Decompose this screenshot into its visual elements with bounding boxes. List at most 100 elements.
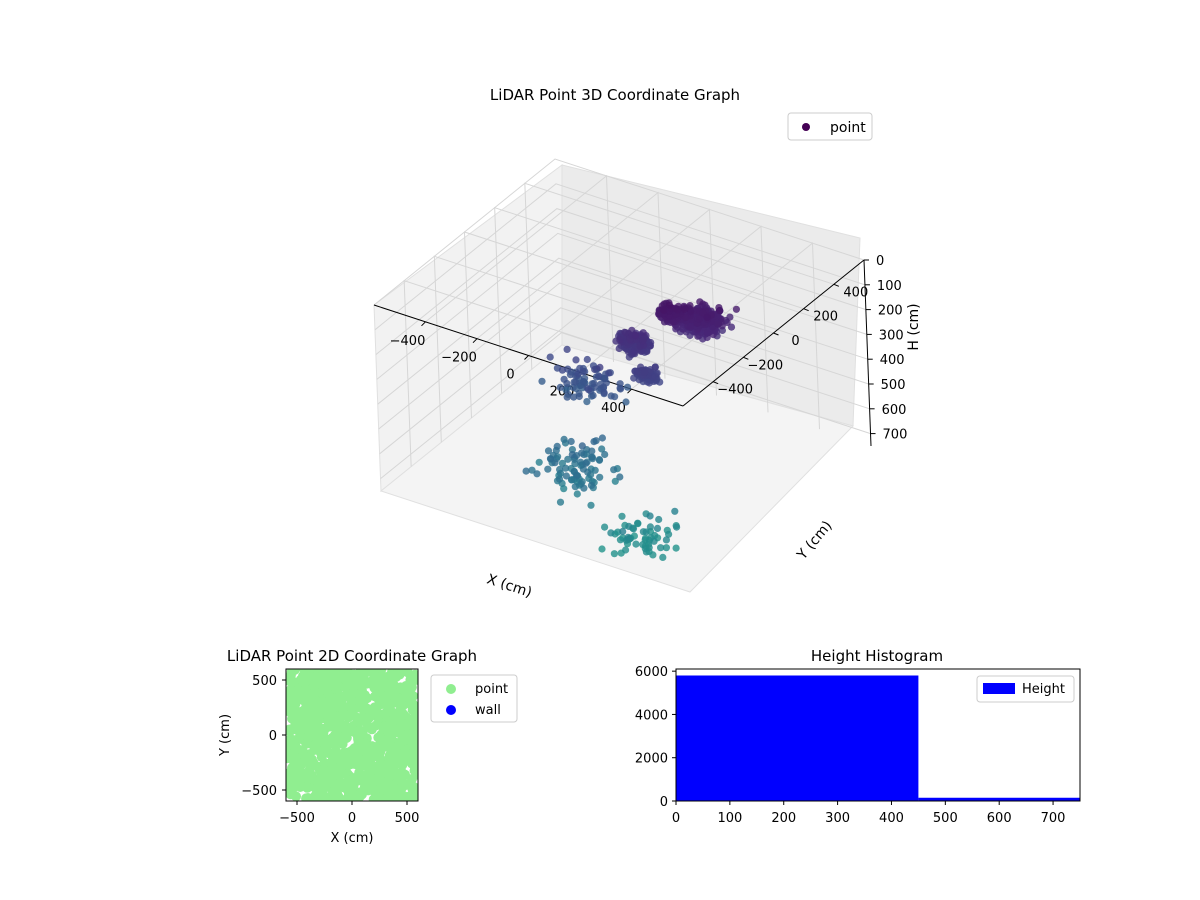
grid-line-z bbox=[376, 232, 867, 380]
y-tick-label-histogram: 4000 bbox=[635, 708, 668, 723]
point-marker-2d bbox=[398, 790, 408, 801]
point-marker-2d bbox=[316, 697, 327, 708]
histogram-bars bbox=[676, 675, 1080, 801]
point-marker-2d bbox=[286, 675, 293, 686]
point-marker-2d bbox=[363, 776, 374, 787]
point-marker-3d bbox=[563, 345, 571, 353]
x-tick-label-3d: 400 bbox=[601, 401, 626, 416]
point-marker-3d bbox=[575, 392, 583, 401]
point-marker-3d bbox=[598, 434, 607, 442]
x-tick-label-histogram: 700 bbox=[1041, 811, 1066, 826]
point-marker-2d bbox=[332, 716, 343, 727]
grid-line-z bbox=[377, 257, 868, 405]
grid-line-z bbox=[373, 158, 865, 306]
x-tick-3d bbox=[524, 355, 529, 360]
point-marker-2d bbox=[406, 774, 417, 784]
point-marker-2d bbox=[301, 686, 311, 697]
point-marker-2d bbox=[290, 699, 301, 710]
point-marker-2d bbox=[297, 746, 308, 757]
point-marker-2d bbox=[410, 763, 418, 774]
point-marker-3d bbox=[533, 470, 541, 478]
point-marker-2d bbox=[360, 738, 371, 749]
point-marker-2d bbox=[306, 770, 317, 781]
point-marker-3d bbox=[686, 323, 694, 331]
point-marker-3d bbox=[572, 378, 580, 386]
point-marker-3d bbox=[653, 524, 662, 533]
point-marker-3d bbox=[583, 355, 591, 364]
legend-histogram-frame bbox=[976, 675, 1075, 703]
point-marker-3d bbox=[622, 546, 630, 554]
point-marker-3d bbox=[611, 477, 619, 485]
point-marker-2d bbox=[310, 715, 321, 726]
point-marker-2d bbox=[349, 774, 360, 785]
grid-line-z bbox=[378, 282, 869, 430]
point-marker-3d bbox=[601, 450, 609, 459]
x-tick-label-2d: −500 bbox=[279, 811, 315, 826]
point-marker-2d bbox=[401, 720, 412, 731]
point-marker-3d bbox=[601, 523, 609, 531]
point-marker-2d bbox=[389, 712, 400, 722]
point-marker-3d bbox=[623, 383, 632, 391]
x-tick-label-2d: 500 bbox=[395, 811, 420, 826]
point-marker-3d bbox=[616, 473, 624, 481]
point-marker-3d bbox=[619, 527, 627, 536]
point-marker-2d bbox=[329, 730, 340, 741]
point-marker-3d bbox=[634, 519, 642, 527]
point-marker-2d bbox=[384, 733, 395, 744]
point-marker-3d bbox=[572, 471, 581, 479]
point-marker-2d bbox=[298, 705, 309, 716]
point-marker-2d bbox=[330, 745, 341, 756]
point-marker-2d bbox=[412, 674, 418, 685]
histogram-bar bbox=[918, 797, 1080, 801]
x-tick-label-histogram: 200 bbox=[771, 811, 796, 826]
grid-line-z bbox=[374, 183, 866, 331]
point-marker-3d bbox=[556, 498, 565, 506]
point-marker-2d bbox=[348, 682, 359, 692]
point-marker-3d bbox=[662, 536, 671, 544]
y-tick-label-2d: −500 bbox=[241, 784, 277, 799]
z-tick-label-3d: 0 bbox=[876, 254, 884, 269]
point-marker-2d bbox=[397, 768, 408, 779]
point-marker-3d bbox=[696, 315, 704, 323]
x-tick-label-2d: 0 bbox=[348, 811, 356, 826]
point-marker-2d bbox=[286, 684, 296, 695]
point-marker-2d bbox=[303, 732, 314, 743]
point-marker-2d bbox=[354, 696, 365, 706]
y-tick-3d bbox=[743, 356, 749, 360]
point-marker-3d bbox=[682, 314, 690, 322]
point-marker-3d bbox=[560, 435, 568, 443]
point-marker-2d bbox=[318, 681, 329, 692]
point-marker-2d bbox=[302, 782, 313, 793]
point-marker-3d bbox=[567, 437, 575, 446]
point-marker-2d bbox=[384, 750, 395, 761]
point-marker-3d bbox=[600, 383, 608, 391]
point-marker-2d bbox=[389, 783, 400, 794]
x-tick-label-3d: −200 bbox=[441, 351, 477, 366]
z-tick-label-3d: 300 bbox=[879, 328, 904, 343]
point-marker-3d bbox=[580, 484, 588, 492]
x-tick-label-3d: −400 bbox=[390, 334, 426, 349]
point-marker-3d bbox=[594, 372, 603, 380]
point-marker-2d bbox=[329, 791, 340, 801]
point-marker-3d bbox=[639, 528, 648, 536]
point-marker-2d bbox=[290, 741, 301, 752]
point-marker-3d bbox=[714, 320, 722, 328]
point-marker-3d bbox=[671, 304, 679, 312]
point-marker-2d bbox=[335, 778, 346, 789]
point-marker-3d bbox=[709, 331, 717, 339]
point-marker-3d bbox=[571, 483, 579, 491]
point-marker-3d bbox=[546, 455, 555, 463]
point-marker-3d bbox=[576, 364, 584, 372]
x-tick-label-histogram: 600 bbox=[987, 811, 1012, 826]
point-marker-3d bbox=[616, 384, 624, 392]
y-tick-label-3d: 200 bbox=[813, 310, 838, 325]
x-tick-label-histogram: 300 bbox=[825, 811, 850, 826]
axes-3d: −400−2000200400−400−20002004000100200300… bbox=[373, 254, 907, 447]
ticks-histogram: 0 100 200 300 400 500 600 700 0 2000 4000 6000 bbox=[635, 665, 1066, 826]
point-marker-2d bbox=[312, 776, 323, 787]
legend-3d-frame bbox=[787, 112, 873, 141]
point-marker-2d bbox=[353, 746, 364, 757]
x-tick-label-histogram: 400 bbox=[879, 811, 904, 826]
point-marker-2d bbox=[374, 753, 385, 764]
point-marker-3d bbox=[588, 453, 596, 461]
